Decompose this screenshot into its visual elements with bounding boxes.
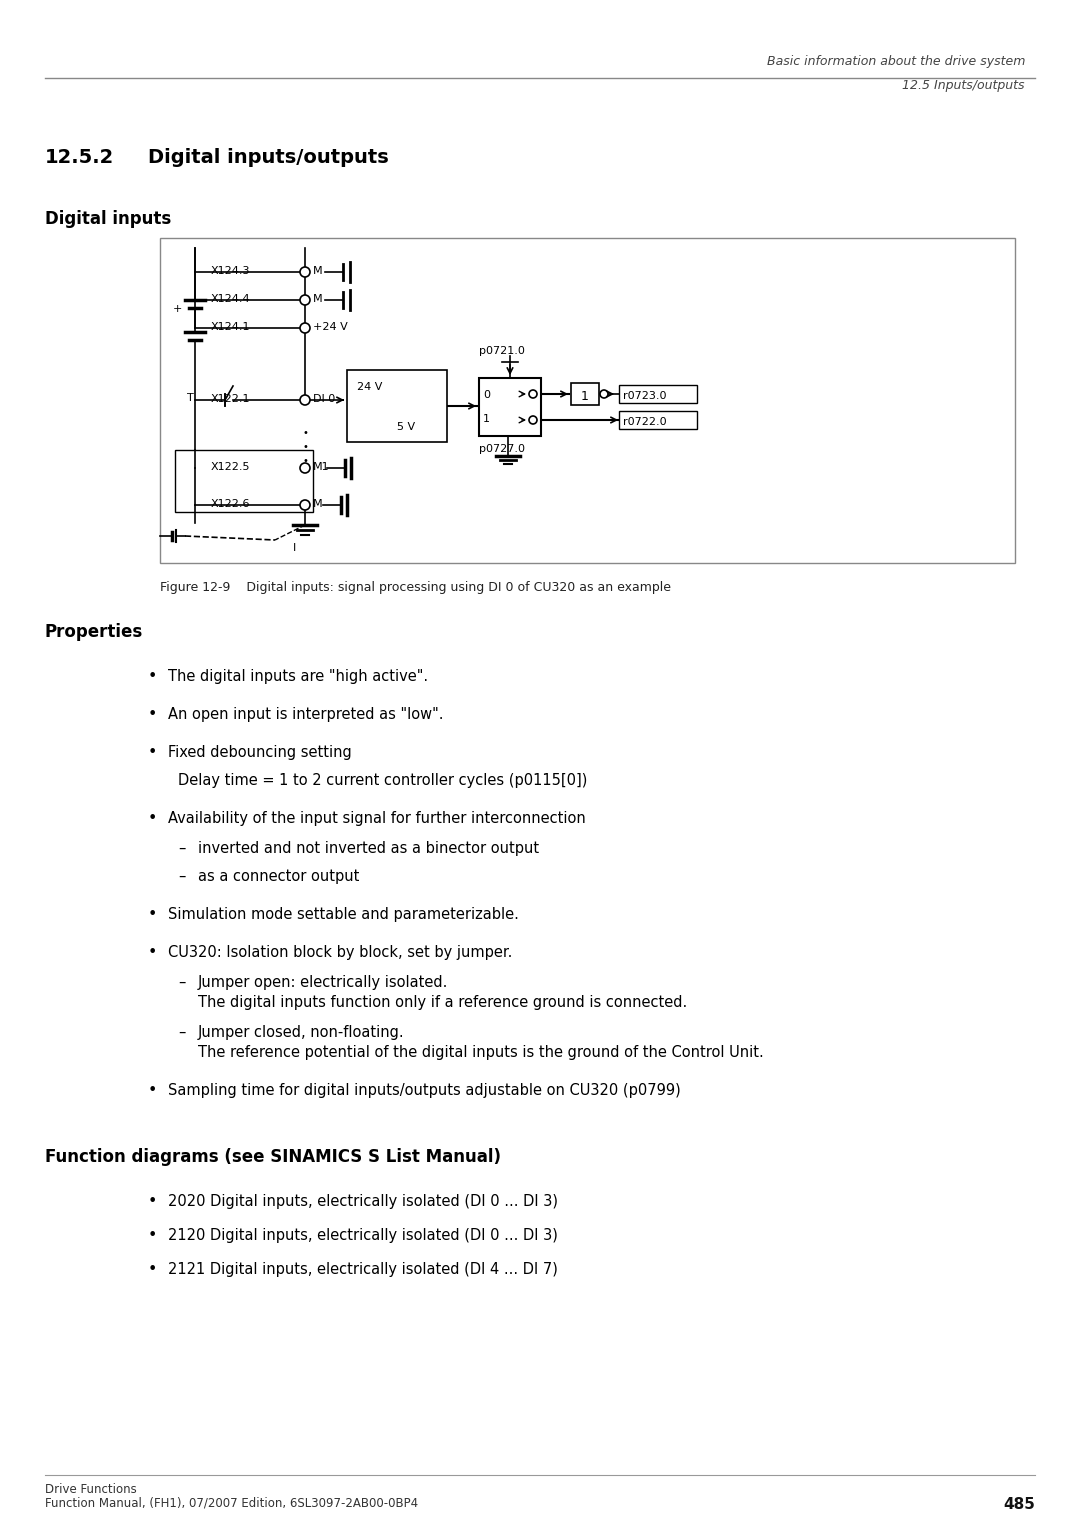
Text: r0722.0: r0722.0 — [623, 417, 666, 428]
Text: •: • — [302, 428, 308, 438]
Text: X124.1: X124.1 — [211, 322, 249, 331]
Text: 12.5 Inputs/outputs: 12.5 Inputs/outputs — [903, 79, 1025, 92]
Text: M: M — [313, 266, 323, 276]
Text: An open input is interpreted as "low".: An open input is interpreted as "low". — [168, 707, 444, 722]
Text: r0723.0: r0723.0 — [623, 391, 666, 402]
Text: Digital inputs/outputs: Digital inputs/outputs — [148, 148, 389, 166]
Text: p0721.0: p0721.0 — [480, 347, 525, 356]
Text: •: • — [148, 1083, 158, 1098]
Text: Function diagrams (see SINAMICS S List Manual): Function diagrams (see SINAMICS S List M… — [45, 1148, 501, 1167]
Text: Digital inputs: Digital inputs — [45, 211, 172, 228]
Text: +24 V: +24 V — [313, 322, 348, 331]
Text: M: M — [313, 499, 323, 508]
Text: •: • — [148, 1261, 158, 1277]
Text: X122.5: X122.5 — [211, 463, 249, 472]
Text: X122.1: X122.1 — [211, 394, 249, 405]
Text: Jumper closed, non-floating.: Jumper closed, non-floating. — [198, 1025, 405, 1040]
Text: +: + — [173, 304, 183, 315]
Text: The digital inputs function only if a reference ground is connected.: The digital inputs function only if a re… — [198, 996, 687, 1009]
Text: The reference potential of the digital inputs is the ground of the Control Unit.: The reference potential of the digital i… — [198, 1044, 764, 1060]
Bar — [619, 385, 697, 403]
Text: –: – — [178, 1025, 186, 1040]
Text: •: • — [148, 669, 158, 684]
Circle shape — [300, 295, 310, 305]
Text: I: I — [294, 544, 297, 553]
Text: –: – — [178, 976, 186, 989]
Text: X122.6: X122.6 — [211, 499, 249, 508]
Circle shape — [529, 389, 537, 399]
Circle shape — [300, 463, 310, 473]
Text: 2020 Digital inputs, electrically isolated (DI 0 ... DI 3): 2020 Digital inputs, electrically isolat… — [168, 1194, 558, 1209]
Text: Fixed debouncing setting: Fixed debouncing setting — [168, 745, 352, 760]
Text: T: T — [187, 392, 193, 403]
Bar — [480, 379, 541, 437]
Text: The digital inputs are "high active".: The digital inputs are "high active". — [168, 669, 428, 684]
Circle shape — [300, 395, 310, 405]
Text: 0: 0 — [483, 389, 490, 400]
Text: 2120 Digital inputs, electrically isolated (DI 0 ... DI 3): 2120 Digital inputs, electrically isolat… — [168, 1228, 558, 1243]
Text: •: • — [302, 457, 308, 466]
Text: Drive Functions: Drive Functions — [45, 1483, 137, 1496]
Circle shape — [600, 389, 608, 399]
Text: 5 V: 5 V — [397, 421, 415, 432]
Text: Figure 12-9    Digital inputs: signal processing using DI 0 of CU320 as an examp: Figure 12-9 Digital inputs: signal proce… — [160, 580, 671, 594]
Text: Function Manual, (FH1), 07/2007 Edition, 6SL3097-2AB00-0BP4: Function Manual, (FH1), 07/2007 Edition,… — [45, 1496, 418, 1510]
Text: 1: 1 — [483, 414, 490, 425]
Bar — [175, 450, 313, 512]
Text: Simulation mode settable and parameterizable.: Simulation mode settable and parameteriz… — [168, 907, 518, 922]
Text: –: – — [178, 841, 186, 857]
Text: •: • — [302, 441, 308, 452]
Text: •: • — [148, 811, 158, 826]
Circle shape — [529, 415, 537, 425]
Text: X124.4: X124.4 — [211, 295, 249, 304]
Text: X124.3: X124.3 — [211, 266, 249, 276]
Bar — [160, 238, 1015, 563]
Text: 24 V: 24 V — [357, 382, 382, 392]
Text: Delay time = 1 to 2 current controller cycles (p0115[0]): Delay time = 1 to 2 current controller c… — [178, 773, 588, 788]
Text: Properties: Properties — [45, 623, 144, 641]
Text: 485: 485 — [1003, 1496, 1035, 1512]
Text: –: – — [178, 869, 186, 884]
Text: 12.5.2: 12.5.2 — [45, 148, 114, 166]
Text: Basic information about the drive system: Basic information about the drive system — [767, 55, 1025, 69]
Text: Availability of the input signal for further interconnection: Availability of the input signal for fur… — [168, 811, 585, 826]
Bar — [571, 383, 599, 405]
Text: •: • — [148, 945, 158, 960]
Text: •: • — [148, 907, 158, 922]
Text: •: • — [148, 707, 158, 722]
Text: p0727.0: p0727.0 — [480, 444, 525, 454]
Circle shape — [300, 267, 310, 276]
Text: CU320: Isolation block by block, set by jumper.: CU320: Isolation block by block, set by … — [168, 945, 512, 960]
Text: Jumper open: electrically isolated.: Jumper open: electrically isolated. — [198, 976, 448, 989]
Bar — [347, 370, 447, 441]
Text: M1: M1 — [313, 463, 329, 472]
Text: •: • — [148, 1228, 158, 1243]
Text: DI 0: DI 0 — [313, 394, 335, 405]
Text: •: • — [148, 745, 158, 760]
Circle shape — [300, 499, 310, 510]
Text: 1: 1 — [581, 389, 589, 403]
Text: as a connector output: as a connector output — [198, 869, 360, 884]
Text: 2121 Digital inputs, electrically isolated (DI 4 ... DI 7): 2121 Digital inputs, electrically isolat… — [168, 1261, 558, 1277]
Bar — [619, 411, 697, 429]
Text: M: M — [313, 295, 323, 304]
Text: inverted and not inverted as a binector output: inverted and not inverted as a binector … — [198, 841, 539, 857]
Text: •: • — [148, 1194, 158, 1209]
Circle shape — [300, 324, 310, 333]
Text: Sampling time for digital inputs/outputs adjustable on CU320 (p0799): Sampling time for digital inputs/outputs… — [168, 1083, 680, 1098]
